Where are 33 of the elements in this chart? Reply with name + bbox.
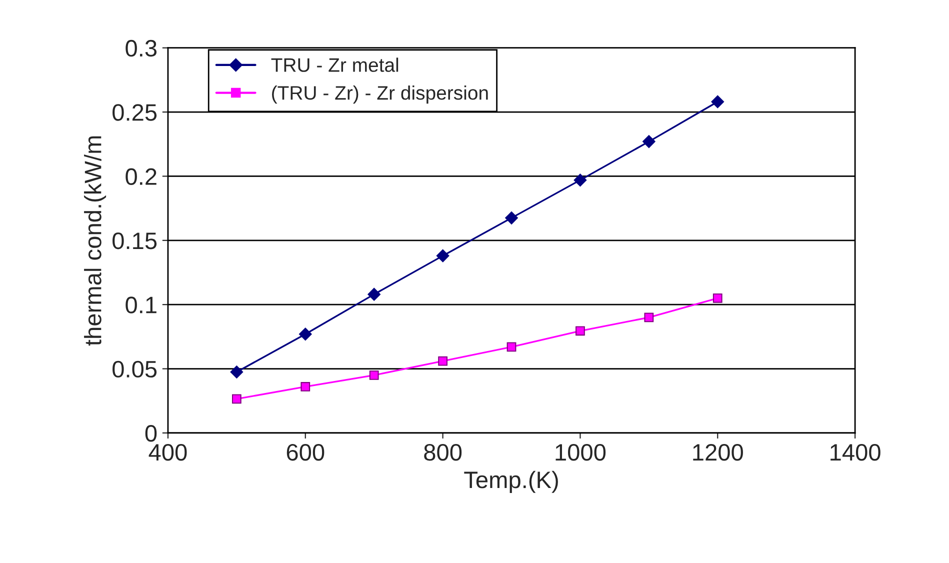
legend-label: (TRU - Zr) - Zr dispersion [272,86,488,104]
point [574,174,587,186]
y-tick-label: 0.15 [112,232,157,250]
x-tick-label: 800 [424,444,462,461]
point [369,370,379,380]
y-tick-label: 0.1 [126,296,156,314]
legend-label: TRU - Zr metal [271,58,398,72]
point [438,356,448,366]
y-tick-label: 0.05 [112,360,157,378]
point [436,249,450,262]
y-axis-title: thermal cond.(kW/m [84,136,106,346]
point [232,394,242,404]
x-tick-label: 1000 [556,444,606,461]
point [576,326,585,336]
point [506,342,516,352]
x-tick-label: 1400 [830,444,880,461]
y-tick-label: 0.25 [112,104,157,121]
x-tick-label: 600 [286,444,324,461]
x-tick-label: 1200 [693,444,743,461]
point [711,95,724,108]
x-axis-title: Temp.(K) [464,470,558,493]
point [298,328,312,341]
point [230,366,244,378]
point [505,212,518,224]
y-tick-label: 0.2 [126,168,156,186]
x-tick-label: 400 [148,444,187,461]
y-tick-label: 0.3 [126,40,157,57]
point [712,293,722,303]
y-tick-label: 0 [145,425,157,442]
point [644,312,654,322]
point [642,135,656,148]
point [368,288,381,301]
point [300,382,310,392]
